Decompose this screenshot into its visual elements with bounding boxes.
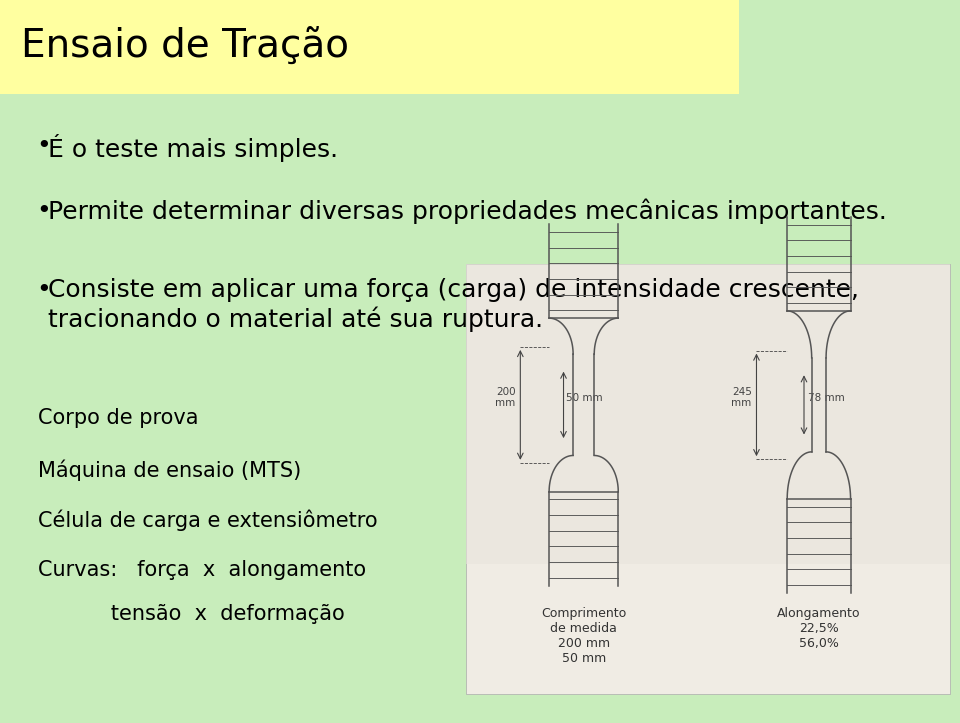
Text: Curvas:   força  x  alongamento: Curvas: força x alongamento	[38, 560, 367, 581]
Text: 245
mm: 245 mm	[732, 387, 752, 408]
Text: Ensaio de Tração: Ensaio de Tração	[21, 28, 349, 66]
Text: •: •	[36, 278, 51, 302]
Text: 200
mm: 200 mm	[495, 387, 516, 408]
Text: Corpo de prova: Corpo de prova	[38, 408, 199, 429]
Text: Comprimento
de medida
200 mm
50 mm: Comprimento de medida 200 mm 50 mm	[541, 607, 626, 665]
Text: tensão  x  deformação: tensão x deformação	[38, 604, 346, 624]
Bar	[466, 264, 950, 564]
Text: 50 mm: 50 mm	[566, 393, 603, 403]
Text: Permite determinar diversas propriedades mecânicas importantes.: Permite determinar diversas propriedades…	[48, 199, 887, 224]
Text: •: •	[36, 199, 51, 223]
Text: Célula de carga e extensiômetro: Célula de carga e extensiômetro	[38, 510, 378, 531]
Text: 78 mm: 78 mm	[808, 393, 845, 403]
Text: Consiste em aplicar uma força (carga) de intensidade crescente,
tracionando o ma: Consiste em aplicar uma força (carga) de…	[48, 278, 859, 332]
Text: Máquina de ensaio (MTS): Máquina de ensaio (MTS)	[38, 459, 301, 481]
Text: É o teste mais simples.: É o teste mais simples.	[48, 134, 338, 162]
Bar	[0, 0, 739, 94]
Text: Alongamento
22,5%
56,0%: Alongamento 22,5% 56,0%	[778, 607, 860, 650]
Text: •: •	[36, 134, 51, 158]
Bar	[466, 264, 950, 694]
